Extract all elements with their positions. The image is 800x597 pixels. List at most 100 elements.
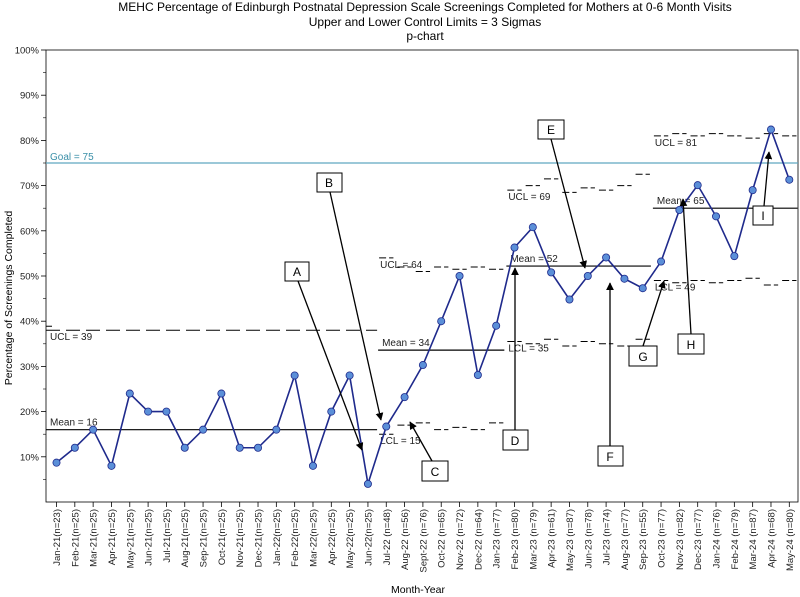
annotation-c-label: C [431, 465, 440, 479]
mean-label: Mean = 16 [50, 418, 98, 429]
data-point [345, 371, 354, 380]
data-point [162, 407, 171, 416]
annotation-d-label: D [511, 434, 520, 448]
chart-kind-label: p-chart [406, 29, 444, 43]
ucl-label: UCL = 64 [380, 260, 423, 271]
x-tick-label: Dec-23 (n=77) [693, 509, 704, 570]
x-tick-label: Apr-24 (n=68) [766, 509, 777, 568]
data-point [70, 443, 79, 452]
data-point [89, 425, 98, 434]
annotation-f-label: F [606, 450, 613, 464]
ucl-label: UCL = 39 [50, 332, 93, 343]
x-tick-label: Oct-21(n=25) [217, 509, 228, 565]
y-tick-label: 20% [20, 407, 40, 418]
data-point [254, 443, 263, 452]
data-point [437, 317, 446, 326]
data-point [199, 425, 208, 434]
x-tick-label: Jun-21(n=25) [144, 509, 155, 566]
annotation-d: D [502, 267, 529, 451]
y-tick-label: 10% [20, 452, 40, 463]
y-tick-label: 50% [20, 272, 40, 283]
data-point [107, 461, 116, 470]
y-axis: 10% 20% 30% 40% 50% 60% 70% 80% 90% 100% [15, 46, 46, 480]
ucl-label: UCL = 81 [655, 138, 698, 149]
x-tick-label: Jan-22(n=25) [272, 509, 283, 566]
data-point [455, 271, 464, 280]
x-tick-label: Jan-21(n=23) [52, 509, 63, 566]
data-point [400, 393, 409, 402]
x-tick-label: Mar-21(n=25) [89, 509, 100, 567]
y-tick-label: 100% [15, 46, 40, 57]
x-tick-label: Dec-21(n=25) [254, 509, 265, 567]
y-tick-label: 60% [20, 226, 40, 237]
x-tick-label: Sep-21(n=25) [199, 509, 210, 567]
x-tick-label: Nov-23 (n=82) [675, 509, 686, 570]
data-point [602, 253, 611, 262]
y-tick-label: 40% [20, 317, 40, 328]
data-point [583, 271, 592, 280]
x-tick-label: Jun-23 (n=78) [583, 509, 594, 568]
goal-label: Goal = 75 [50, 152, 94, 163]
data-point [125, 389, 134, 398]
annotation-h: H [677, 198, 705, 355]
chart-title: MEHC Percentage of Edinburgh Postnatal D… [118, 0, 731, 14]
annotation-g-label: G [638, 350, 647, 364]
data-point [620, 274, 629, 283]
x-tick-label: Feb-21(n=25) [70, 509, 81, 567]
data-point [565, 295, 574, 304]
data-point [180, 443, 189, 452]
data-point [290, 371, 299, 380]
x-tick-label: Nov-21(n=25) [235, 509, 246, 567]
x-tick-label: Apr-23 (n=61) [547, 509, 558, 568]
data-point [217, 389, 226, 398]
x-tick-label: Aug-23 (n=77) [620, 509, 631, 570]
x-tick-label: Mar-22(n=25) [308, 509, 319, 567]
data-point [638, 284, 647, 293]
x-tick-label: May-21(n=25) [125, 509, 136, 568]
annotation-b-label: B [325, 176, 333, 190]
mean-label: Mean = 52 [510, 254, 558, 265]
data-point [308, 461, 317, 470]
y-axis-label: Percentage of Screenings Completed [3, 211, 15, 386]
x-tick-label: Jan-24 (n=76) [712, 509, 723, 568]
annotation-g: G [628, 280, 666, 367]
x-tick-label: Jun-22(n=25) [363, 509, 374, 566]
data-point [144, 407, 153, 416]
annotation-i: I [752, 151, 774, 226]
x-tick-label: Sep-23 (n=55) [638, 509, 649, 570]
data-point [363, 479, 372, 488]
data-series [52, 125, 794, 488]
chart-subtitle: Upper and Lower Control Limits = 3 Sigma… [309, 15, 541, 29]
x-tick-label: Jul-22 (n=48) [382, 509, 393, 565]
data-point [712, 212, 721, 221]
annotation-h-label: H [687, 338, 696, 352]
data-point [235, 443, 244, 452]
data-point [510, 243, 519, 252]
annotation-e-label: E [547, 123, 555, 137]
annotation-i-label: I [761, 209, 764, 223]
x-tick-label: Sept-22 (n=76) [418, 509, 429, 573]
x-axis: Jan-21(n=23) Feb-21(n=25) Mar-21(n=25) Apr-… [52, 502, 796, 573]
data-point [473, 370, 482, 379]
data-point [547, 268, 556, 277]
lcl-label: LCL = 49 [655, 283, 696, 294]
x-tick-label: Aug-22 (n=56) [400, 509, 411, 570]
data-point [730, 252, 739, 261]
x-tick-label: Jul-21(n=25) [162, 509, 173, 563]
x-tick-label: Mar-24 (n=87) [748, 509, 759, 569]
plot-area [45, 49, 799, 503]
data-point [693, 181, 702, 190]
mean-label: Mean = 65 [657, 196, 705, 207]
y-tick-label: 80% [20, 136, 40, 147]
annotation-a-label: A [293, 265, 301, 279]
data-point [382, 422, 391, 431]
annotation-a: A [284, 261, 364, 451]
data-point [272, 425, 281, 434]
data-point [327, 407, 336, 416]
x-tick-label: Jan-23 (n=77) [492, 509, 503, 568]
x-tick-label: Oct-23 (n=77) [657, 509, 668, 568]
x-tick-label: Feb-22(n=25) [290, 509, 301, 567]
data-point [52, 458, 61, 467]
x-tick-label: Nov-22 (n=72) [455, 509, 466, 570]
